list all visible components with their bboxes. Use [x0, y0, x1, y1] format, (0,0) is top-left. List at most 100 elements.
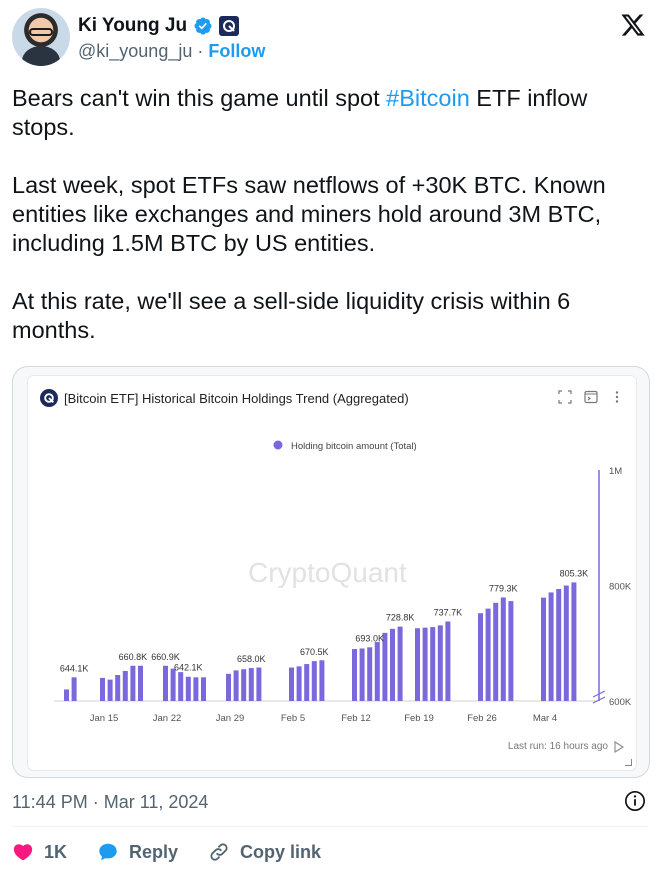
- x-logo-icon[interactable]: [620, 12, 646, 38]
- data-label: 642.1K: [174, 663, 203, 673]
- chart-bar: [130, 665, 136, 701]
- x-tick-label: Feb 12: [341, 713, 371, 724]
- chart-bar: [163, 665, 168, 701]
- cryptoquant-icon: [40, 389, 58, 407]
- chart-header: [Bitcoin ETF] Historical Bitcoin Holding…: [40, 388, 409, 408]
- data-label: 660.9K: [151, 652, 180, 662]
- reply-button[interactable]: Reply: [97, 841, 178, 863]
- chart-bar: [71, 677, 77, 701]
- divider: [12, 826, 648, 827]
- chart-bar: [367, 647, 373, 701]
- chart-bar: [437, 625, 443, 701]
- chart-bar: [508, 601, 514, 701]
- chart-bar: [478, 613, 483, 701]
- chart-bar: [64, 689, 69, 701]
- chart-bar: [226, 673, 231, 701]
- chart-bar: [178, 672, 184, 701]
- tweet-text: Bears can't win this game until spot #Bi…: [12, 84, 642, 345]
- reply-label: Reply: [129, 841, 179, 862]
- chart-bar: [201, 677, 206, 701]
- chart-bar: [352, 649, 357, 701]
- tweet-paragraph-2: Last week, spot ETFs saw netflows of +30…: [12, 172, 606, 256]
- handle-row: @ki_young_ju · Follow: [78, 41, 265, 62]
- separator: ·: [197, 41, 204, 61]
- more-icon[interactable]: [610, 390, 624, 404]
- like-count: 1K: [44, 841, 68, 862]
- author-name[interactable]: Ki Young Ju: [78, 15, 188, 36]
- terminal-icon[interactable]: [584, 390, 598, 404]
- chart-bar: [170, 668, 176, 701]
- author-handle[interactable]: @ki_young_ju: [78, 41, 193, 61]
- data-label: 737.7K: [434, 607, 463, 617]
- data-label: 779.3K: [489, 583, 518, 593]
- avatar[interactable]: [12, 8, 70, 66]
- chart-bar: [422, 627, 428, 701]
- x-tick-label: Jan 22: [153, 713, 182, 724]
- verified-icon: [194, 17, 212, 35]
- chart-bar: [374, 642, 380, 701]
- info-icon[interactable]: [624, 790, 646, 812]
- x-tick-label: Mar 4: [533, 713, 557, 724]
- chart-bar: [445, 621, 451, 701]
- tweet-header: Ki Young Ju @ki_young_ju · Follow: [12, 8, 652, 70]
- x-tick-label: Feb 5: [281, 713, 305, 724]
- play-icon[interactable]: [614, 741, 624, 753]
- chart-bar: [493, 602, 499, 701]
- heart-icon: [13, 844, 33, 861]
- x-tick-label: Jan 15: [90, 713, 119, 724]
- y-tick-label: 600K: [609, 697, 632, 708]
- chart-card[interactable]: [Bitcoin ETF] Historical Bitcoin Holding…: [12, 366, 650, 778]
- legend-swatch: [273, 440, 283, 450]
- action-bar: 1K Reply Copy link: [12, 838, 351, 866]
- tweet-text-segment: ETF inflow stops.: [12, 85, 588, 140]
- axis-break: [592, 690, 606, 704]
- chart-bar: [548, 592, 554, 701]
- chart-bar: [430, 627, 436, 701]
- chart-bar: [289, 667, 294, 701]
- data-label: 658.0K: [237, 654, 266, 664]
- chart-bar: [233, 670, 239, 701]
- chart-bar: [415, 628, 420, 701]
- x-tick-label: Feb 26: [467, 713, 497, 724]
- tweet-paragraph-1: Bears can't win this game until spot #Bi…: [12, 84, 642, 142]
- follow-button[interactable]: Follow: [208, 41, 266, 61]
- chart-bar: [485, 608, 491, 701]
- chart-bar: [304, 664, 310, 701]
- y-tick-label: 800K: [609, 582, 632, 593]
- like-button[interactable]: 1K: [12, 841, 67, 863]
- data-label: 693.0K: [355, 633, 384, 643]
- chart-bar: [541, 597, 546, 701]
- link-icon: [210, 843, 228, 861]
- timestamp[interactable]: 11:44 PM · Mar 11, 2024: [12, 792, 209, 812]
- chart-bar: [241, 669, 247, 701]
- chart-bar: [100, 677, 105, 701]
- chart-bar: [556, 588, 562, 701]
- chart-bar: [563, 585, 569, 701]
- hashtag-link[interactable]: #Bitcoin: [386, 85, 470, 111]
- bar-chart: Holding bitcoin amount (Total) CryptoQuan…: [54, 440, 632, 724]
- data-label: 805.3K: [560, 568, 589, 578]
- tweet-paragraph-3: At this rate, we'll see a sell-side liqu…: [12, 288, 571, 343]
- chart-bar: [319, 660, 325, 701]
- chart-toolbar: [558, 390, 624, 404]
- data-label: 644.1K: [60, 663, 89, 673]
- y-tick-label: 1M: [609, 466, 622, 477]
- chart-bar: [382, 632, 388, 701]
- chart-bar: [115, 675, 121, 701]
- x-tick-label: Jan 29: [216, 713, 245, 724]
- chart-bar: [571, 582, 577, 701]
- cryptoquant-icon[interactable]: [219, 16, 240, 36]
- chart-bar: [138, 665, 143, 701]
- chart-panel: [Bitcoin ETF] Historical Bitcoin Holding…: [28, 376, 636, 770]
- last-run-text: Last run: 16 hours ago: [507, 741, 608, 752]
- chart-bar: [500, 597, 506, 701]
- chart-bar: [390, 628, 395, 701]
- resize-handle[interactable]: [625, 759, 632, 766]
- copy-link-button[interactable]: Copy link: [208, 841, 321, 863]
- data-label: 670.5K: [300, 647, 329, 657]
- chart-title: [Bitcoin ETF] Historical Bitcoin Holding…: [64, 390, 409, 406]
- data-label: 728.8K: [386, 613, 415, 623]
- chart-bar: [185, 676, 191, 701]
- fullscreen-icon[interactable]: [558, 390, 572, 404]
- chart-bar: [122, 670, 128, 701]
